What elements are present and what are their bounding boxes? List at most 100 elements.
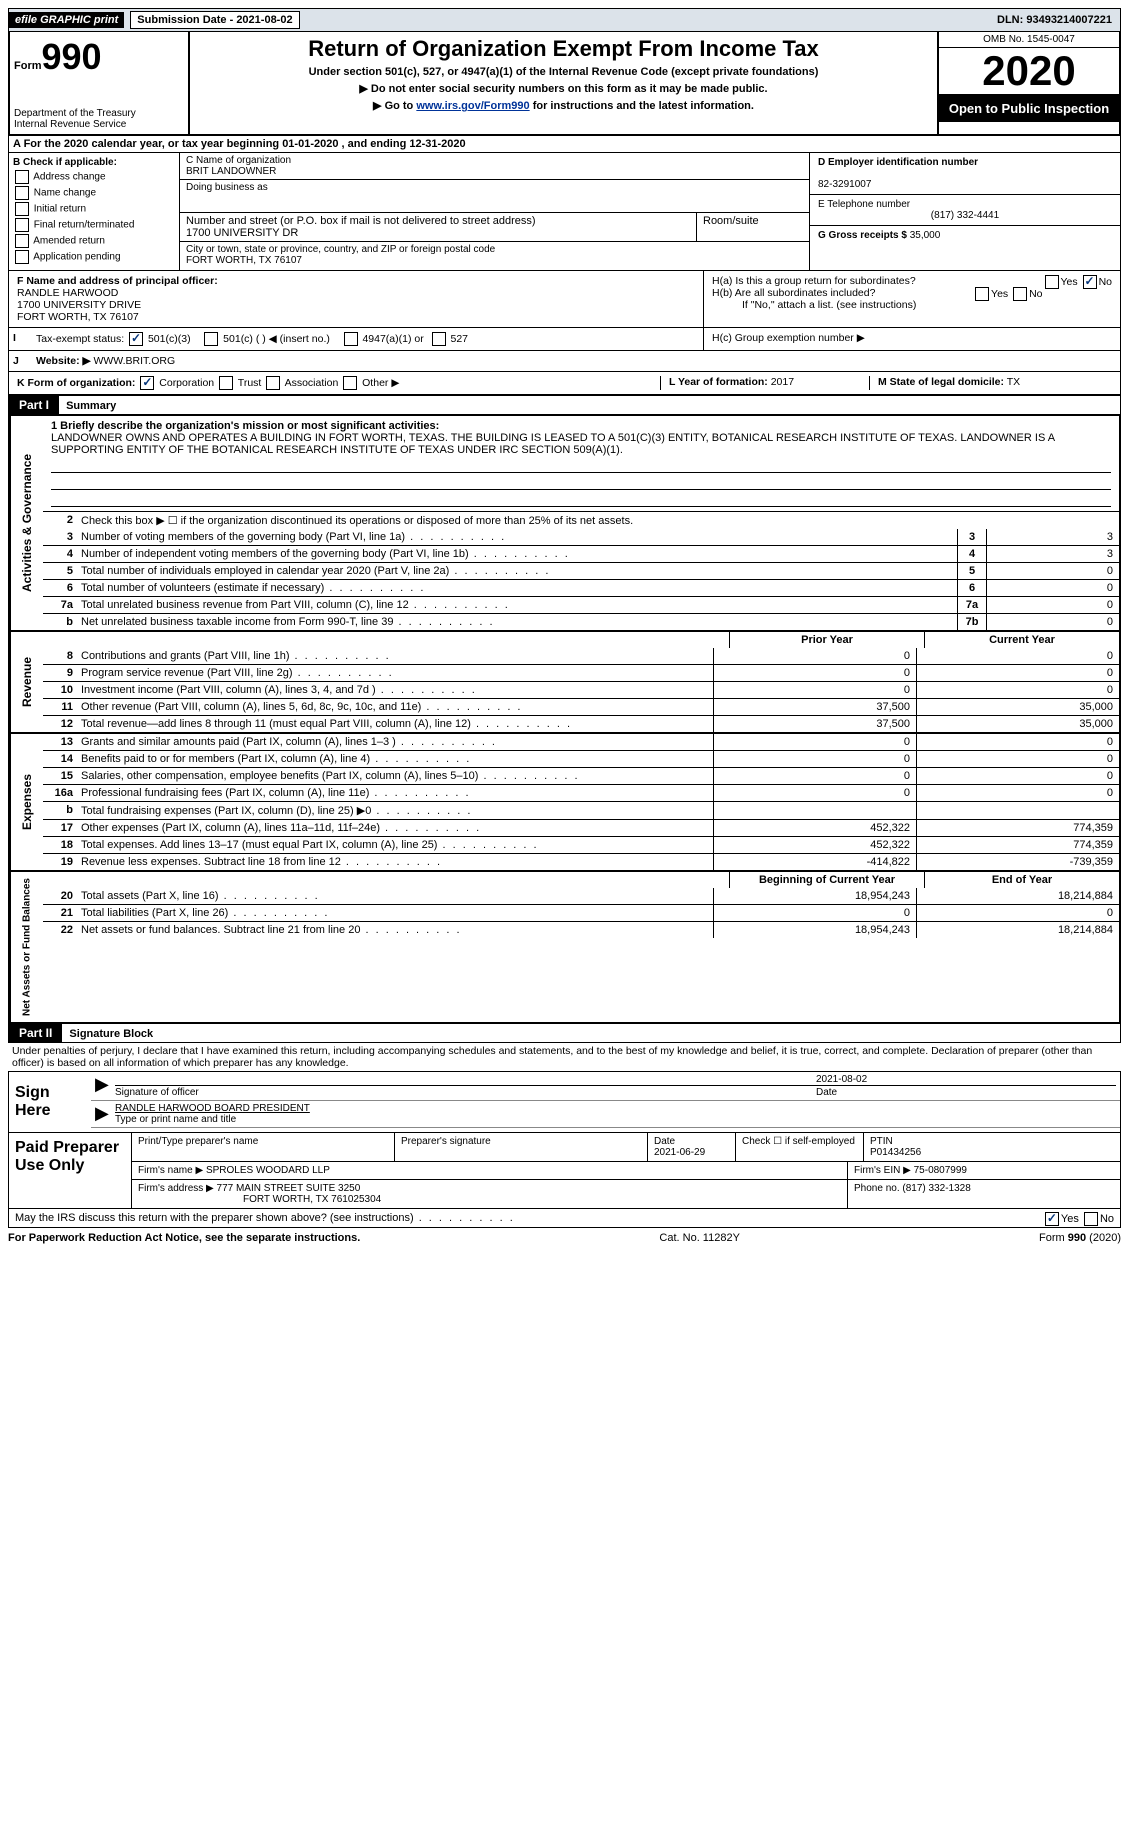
city-label: City or town, state or province, country… <box>186 244 803 255</box>
org-name: BRIT LANDOWNER <box>186 166 803 177</box>
line2: Check this box ▶ ☐ if the organization d… <box>77 512 1119 529</box>
mission-text: LANDOWNER OWNS AND OPERATES A BUILDING I… <box>51 432 1054 456</box>
note-ssn: Do not enter social security numbers on … <box>202 82 925 95</box>
footer-right: Form 990 (2020) <box>1039 1232 1121 1244</box>
may-irs-row: May the IRS discuss this return with the… <box>8 1209 1121 1228</box>
goto-post: for instructions and the latest informat… <box>530 100 754 112</box>
prior-year-header: Prior Year <box>729 632 924 648</box>
paid-prep-label: Paid Preparer Use Only <box>9 1133 131 1208</box>
cb-pending[interactable] <box>15 250 29 264</box>
cb-4947[interactable] <box>344 332 358 346</box>
officer-addr: 1700 UNIVERSITY DRIVE <box>17 299 141 311</box>
ha-label: H(a) Is this a group return for subordin… <box>712 275 916 287</box>
cb-final[interactable] <box>15 218 29 232</box>
dept-label: Department of the Treasury Internal Reve… <box>14 108 184 130</box>
hb-no[interactable] <box>1013 287 1027 301</box>
footer-mid: Cat. No. 11282Y <box>659 1232 740 1244</box>
cb-address[interactable] <box>15 170 29 184</box>
tax-year: 2020 <box>939 48 1119 95</box>
mission-label: 1 Briefly describe the organization's mi… <box>51 420 439 432</box>
room-label: Room/suite <box>697 213 809 241</box>
status-label: Tax-exempt status: <box>36 333 124 345</box>
form-label: Form <box>14 60 42 72</box>
cb-other[interactable] <box>343 376 357 390</box>
k-label: K Form of organization: <box>17 377 135 389</box>
addr-label: Number and street (or P.O. box if mail i… <box>186 215 690 227</box>
officer-name-title: RANDLE HARWOOD BOARD PRESIDENT <box>115 1103 310 1114</box>
cb-501c3[interactable] <box>129 332 143 346</box>
tab-expenses: Expenses <box>10 734 43 870</box>
k-row: K Form of organization: Corporation Trus… <box>8 372 1121 395</box>
sig-date-label: Date <box>816 1085 1116 1098</box>
inspection-notice: Open to Public Inspection <box>939 95 1119 122</box>
officer-name: RANDLE HARWOOD <box>17 287 118 299</box>
tab-net-assets: Net Assets or Fund Balances <box>10 872 43 1022</box>
h-note: If "No," attach a list. (see instruction… <box>712 299 1112 311</box>
website-value: WWW.BRIT.ORG <box>93 355 175 367</box>
form-title: Return of Organization Exempt From Incom… <box>202 36 925 62</box>
tab-revenue: Revenue <box>10 632 43 732</box>
cb-527[interactable] <box>432 332 446 346</box>
sign-here-label: Sign Here <box>9 1072 91 1132</box>
officer-label: F Name and address of principal officer: <box>17 275 218 287</box>
part2-title: Signature Block <box>69 1028 153 1040</box>
row-f-h: F Name and address of principal officer:… <box>8 271 1121 328</box>
irs-yes[interactable] <box>1045 1212 1059 1226</box>
dln: DLN: 93493214007221 <box>989 14 1120 26</box>
addr: 1700 UNIVERSITY DR <box>186 227 690 239</box>
dba-label: Doing business as <box>186 182 803 193</box>
gov-section: Activities & Governance 1 Briefly descri… <box>8 415 1121 632</box>
line-a: A For the 2020 calendar year, or tax yea… <box>8 136 1121 153</box>
submission-date: Submission Date - 2021-08-02 <box>130 11 299 29</box>
declaration: Under penalties of perjury, I declare th… <box>8 1043 1121 1071</box>
officer-city: FORT WORTH, TX 76107 <box>17 311 139 323</box>
ein-label: D Employer identification number <box>818 157 978 168</box>
cb-name[interactable] <box>15 186 29 200</box>
ein: 82-3291007 <box>818 179 871 190</box>
end-year-header: End of Year <box>924 872 1119 888</box>
cb-assoc[interactable] <box>266 376 280 390</box>
hb-yes[interactable] <box>975 287 989 301</box>
top-bar: efile GRAPHIC print Submission Date - 20… <box>8 8 1121 32</box>
footer-left: For Paperwork Reduction Act Notice, see … <box>8 1232 360 1244</box>
part1-title: Summary <box>66 400 116 412</box>
hb-label: H(b) Are all subordinates included? <box>712 287 875 299</box>
cb-corp[interactable] <box>140 376 154 390</box>
cb-amended[interactable] <box>15 234 29 248</box>
sig-officer-label: Signature of officer <box>115 1085 816 1098</box>
goto-pre: Go to <box>385 100 417 112</box>
cb-initial[interactable] <box>15 202 29 216</box>
cb-trust[interactable] <box>219 376 233 390</box>
part1-header: Part I <box>9 396 59 414</box>
preparer-block: Paid Preparer Use Only Print/Type prepar… <box>8 1133 1121 1209</box>
ha-yes[interactable] <box>1045 275 1059 289</box>
footer: For Paperwork Reduction Act Notice, see … <box>8 1232 1121 1244</box>
current-year-header: Current Year <box>924 632 1119 648</box>
status-row: I Tax-exempt status: 501(c)(3) 501(c) ( … <box>8 328 1121 351</box>
omb-number: OMB No. 1545-0047 <box>939 32 1119 48</box>
box-b-title: B Check if applicable: <box>13 157 117 168</box>
efile-badge[interactable]: efile GRAPHIC print <box>9 12 124 28</box>
website-label: Website: ▶ <box>36 355 91 367</box>
phone-label: E Telephone number <box>818 199 910 210</box>
city: FORT WORTH, TX 76107 <box>186 255 803 266</box>
form-subtitle: Under section 501(c), 527, or 4947(a)(1)… <box>202 66 925 78</box>
irs-link[interactable]: www.irs.gov/Form990 <box>416 100 529 112</box>
rev-section: Revenue Prior Year Current Year 8Contrib… <box>8 632 1121 734</box>
gross: 35,000 <box>910 230 941 241</box>
form-number: 990 <box>42 36 102 77</box>
exp-section: Expenses 13Grants and similar amounts pa… <box>8 734 1121 872</box>
sign-block: Sign Here ▶ Signature of officer 2021-08… <box>8 1071 1121 1133</box>
irs-no[interactable] <box>1084 1212 1098 1226</box>
gross-label: G Gross receipts $ <box>818 230 907 241</box>
beg-year-header: Beginning of Current Year <box>729 872 924 888</box>
phone: (817) 332-4441 <box>818 210 1112 221</box>
part2-header: Part II <box>9 1024 62 1042</box>
website-row: J Website: ▶ WWW.BRIT.ORG <box>8 351 1121 372</box>
hc-label: H(c) Group exemption number ▶ <box>703 328 1120 350</box>
block-bcd: B Check if applicable: Address change Na… <box>8 153 1121 271</box>
org-name-label: C Name of organization <box>186 155 803 166</box>
cb-501c[interactable] <box>204 332 218 346</box>
form-header: Form990 Department of the Treasury Inter… <box>8 32 1121 136</box>
ha-no[interactable] <box>1083 275 1097 289</box>
